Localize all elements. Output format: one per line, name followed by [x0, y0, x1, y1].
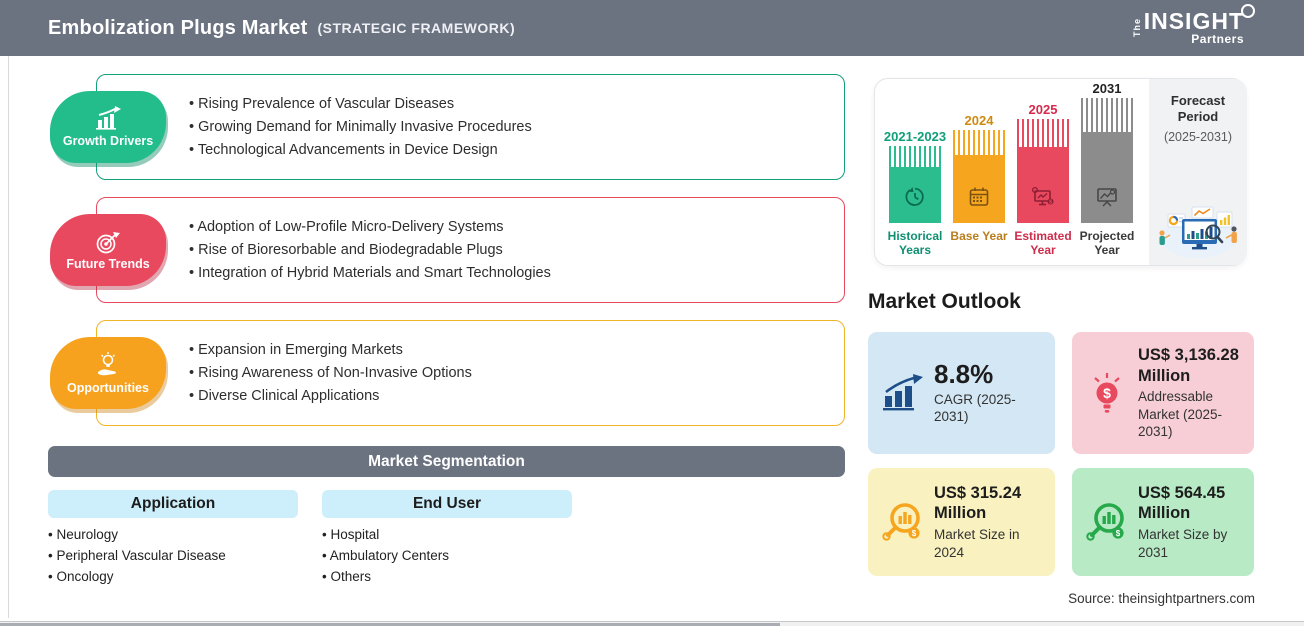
cagr-card: 8.8% CAGR (2025-2031) — [868, 332, 1055, 454]
pill-label: Growth Drivers — [62, 134, 154, 148]
cagr-growth-icon — [883, 374, 923, 411]
cagr-value: 8.8% — [934, 359, 994, 390]
list-item: Technological Advancements in Device Des… — [189, 142, 532, 158]
target-icon — [96, 232, 120, 254]
historical-years-bar — [889, 146, 941, 223]
list-item: Growing Demand for Minimally Invasive Pr… — [189, 119, 532, 135]
segment-header-application: Application — [48, 490, 298, 518]
future-trends-pill: Future Trends — [50, 214, 166, 286]
year-label: 2024 — [964, 113, 994, 128]
base-year-bar — [953, 130, 1005, 223]
market-size-2031-value: US$ 564.45 Million — [1138, 483, 1226, 523]
magnifier-chart-icon: $ — [882, 503, 920, 541]
content-frame-line — [8, 56, 9, 618]
bar-stripes — [1017, 119, 1069, 148]
svg-text:$: $ — [912, 529, 917, 538]
forecast-period-panel: Forecast Period (2025-2031) — [1149, 79, 1247, 265]
market-segmentation-bar: Market Segmentation — [48, 446, 845, 477]
list-item: Expansion in Emerging Markets — [189, 342, 472, 358]
magnifier-ring-icon — [1241, 4, 1255, 18]
list-item: Integration of Hybrid Materials and Smar… — [189, 265, 551, 281]
insight-partners-logo: The INSIGHT Partners — [1131, 4, 1255, 46]
market-size-2031-label: Market Size by 2031 — [1138, 527, 1228, 560]
list-item: Diverse Clinical Applications — [189, 388, 472, 404]
page-title: Embolization Plugs Market — [48, 16, 308, 39]
cagr-label: CAGR (2025-2031) — [934, 391, 1016, 425]
svg-text:$: $ — [1103, 385, 1111, 401]
projected-year-bar — [1081, 98, 1133, 223]
bar-stripes — [1081, 98, 1133, 132]
svg-text:$: $ — [1116, 529, 1121, 538]
segment-header-end-user: End User — [322, 490, 572, 518]
bar-stripes — [953, 130, 1005, 156]
growth-drivers-list: Rising Prevalence of Vascular Diseases G… — [97, 89, 532, 165]
addressable-market-label: Addressable Market (2025-2031) — [1138, 389, 1223, 440]
monitor-analytics-icon: $ — [1031, 186, 1054, 206]
bar-caption: Historical Years — [887, 229, 943, 257]
scrollbar-thumb[interactable] — [0, 623, 780, 626]
presentation-chart-icon — [1097, 188, 1117, 207]
list-item: Ambulatory Centers — [322, 545, 449, 566]
bar-caption: Projected Year — [1079, 229, 1135, 257]
page-subtitle: (STRATEGIC FRAMEWORK) — [317, 20, 516, 36]
svg-text:$: $ — [1049, 200, 1052, 206]
estimated-year-bar: $ — [1017, 119, 1069, 223]
horizontal-scrollbar[interactable] — [0, 621, 1304, 626]
calendar-icon — [969, 187, 989, 206]
bulb-hand-icon — [98, 352, 116, 376]
timeline-card: 2021-2023 2024 2025 2031 — [874, 78, 1247, 266]
future-trends-box: Adoption of Low-Profile Micro-Delivery S… — [96, 197, 845, 303]
market-size-2024-card: $ US$ 315.24 Million Market Size in 2024 — [868, 468, 1055, 576]
forecast-title: Forecast Period — [1170, 93, 1226, 124]
opportunities-box: Expansion in Emerging Markets Rising Awa… — [96, 320, 845, 426]
logo-the-text: The — [1131, 18, 1142, 38]
list-item: Rise of Bioresorbable and Biodegradable … — [189, 242, 551, 258]
list-item: Adoption of Low-Profile Micro-Delivery S… — [189, 219, 551, 235]
opportunities-pill: Opportunities — [50, 337, 166, 409]
logo-insight-text: INSIGHT — [1143, 8, 1244, 34]
future-trends-list: Adoption of Low-Profile Micro-Delivery S… — [97, 212, 551, 288]
bar-caption: Estimated Year — [1014, 229, 1072, 257]
end-user-list: Hospital Ambulatory Centers Others — [322, 524, 449, 587]
pill-label: Opportunities — [67, 381, 149, 395]
bulb-dollar-icon: $ — [1094, 373, 1120, 413]
addressable-market-card: $ US$ 3,136.28 Million Addressable Marke… — [1072, 332, 1254, 454]
growth-drivers-box: Rising Prevalence of Vascular Diseases G… — [96, 74, 845, 180]
bar-stripes — [889, 146, 941, 167]
market-outlook-title: Market Outlook — [868, 290, 1021, 313]
list-item: Neurology — [48, 524, 226, 545]
list-item: Hospital — [322, 524, 449, 545]
forecast-range: (2025-2031) — [1163, 130, 1233, 144]
pill-label: Future Trends — [66, 257, 150, 271]
market-size-2024-value: US$ 315.24 Million — [934, 483, 1022, 523]
list-item: Others — [322, 566, 449, 587]
segmentation-title: Market Segmentation — [368, 452, 525, 470]
list-item: Rising Prevalence of Vascular Diseases — [189, 96, 532, 112]
market-size-2031-card: $ US$ 564.45 Million Market Size by 2031 — [1072, 468, 1254, 576]
list-item: Rising Awareness of Non-Invasive Options — [189, 365, 472, 381]
application-list: Neurology Peripheral Vascular Disease On… — [48, 524, 226, 587]
market-size-2024-label: Market Size in 2024 — [934, 527, 1020, 560]
bar-caption: Base Year — [950, 229, 1008, 243]
logo-partners-text: Partners — [1191, 32, 1244, 46]
addressable-market-value: US$ 3,136.28 Million — [1138, 346, 1239, 385]
magnifier-chart-icon: $ — [1086, 503, 1124, 541]
header-bar: Embolization Plugs Market (STRATEGIC FRA… — [0, 0, 1304, 56]
analytics-illustration — [1159, 206, 1237, 258]
list-item: Peripheral Vascular Disease — [48, 545, 225, 566]
year-label: 2025 — [1028, 102, 1058, 117]
history-clock-icon — [905, 187, 924, 206]
source-attribution: Source: theinsightpartners.com — [1068, 591, 1255, 606]
list-item: Oncology — [48, 566, 226, 587]
year-label: 2031 — [1092, 81, 1122, 96]
opportunities-list: Expansion in Emerging Markets Rising Awa… — [97, 335, 472, 411]
growth-drivers-pill: Growth Drivers — [50, 91, 166, 163]
bar-chart-growth-icon — [96, 106, 121, 130]
year-label: 2021-2023 — [883, 129, 947, 144]
